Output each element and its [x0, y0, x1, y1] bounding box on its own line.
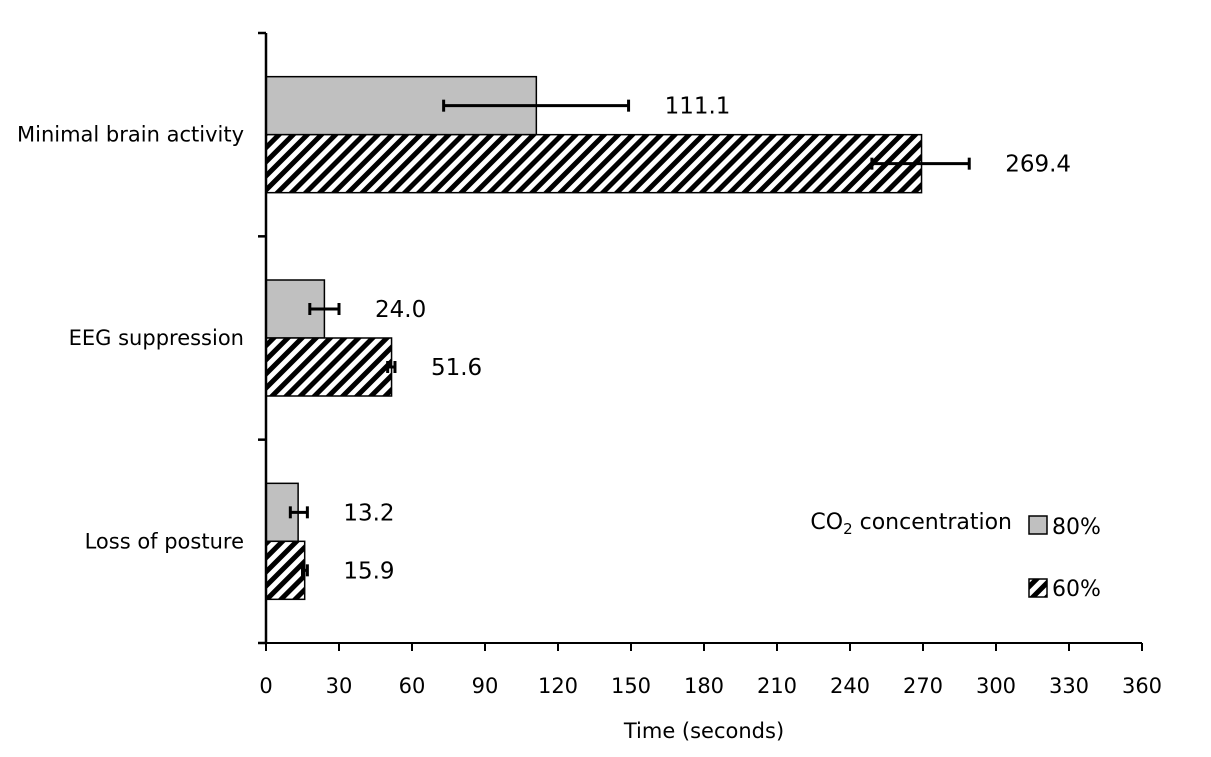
x-tick-label: 90 — [472, 674, 499, 698]
value-labels-layer: 111.1 269.4 24.0 51.6 13.2 15.9 — [343, 94, 1071, 585]
x-tick-label: 30 — [326, 674, 353, 698]
category-label: Minimal brain activity — [17, 123, 244, 147]
category-label: EEG suppression — [69, 326, 244, 350]
x-tick-label: 300 — [976, 674, 1016, 698]
legend-title-main: CO — [810, 510, 843, 535]
value-label: 111.1 — [665, 94, 731, 120]
value-label: 24.0 — [375, 297, 426, 323]
category-label: Loss of posture — [85, 529, 244, 553]
bar-60pct — [265, 540, 306, 601]
x-tick-label: 330 — [1049, 674, 1089, 698]
legend-title-subscript: 2 — [843, 520, 853, 538]
x-tick-label: 240 — [830, 674, 870, 698]
value-label: 15.9 — [343, 558, 394, 584]
x-tick-label: 270 — [903, 674, 943, 698]
bar-60pct — [265, 337, 393, 397]
x-tick-label: 0 — [259, 674, 272, 698]
value-label: 51.6 — [431, 355, 482, 381]
x-tick-label: 120 — [538, 674, 578, 698]
legend-label-60: 60% — [1052, 577, 1101, 602]
legend-title-rest: concentration — [853, 510, 1012, 535]
x-tick-label: 150 — [611, 674, 651, 698]
legend: CO2 concentration 80% 60% — [810, 510, 1101, 602]
value-label: 269.4 — [1005, 152, 1071, 178]
x-ticks-layer: 0 30 60 90 120 150 180 210 240 270 300 330 360 — [259, 643, 1162, 698]
legend-title: CO2 concentration — [810, 510, 1012, 538]
error-bars-layer — [288, 99, 971, 577]
legend-swatch-80 — [1028, 515, 1048, 535]
x-tick-label: 210 — [757, 674, 797, 698]
bar-60pct — [265, 133, 923, 194]
x-tick-label: 180 — [684, 674, 724, 698]
value-label: 13.2 — [343, 500, 394, 526]
category-labels-layer: Minimal brain activity EEG suppression Los… — [17, 123, 244, 554]
legend-swatch-60 — [1028, 578, 1048, 598]
legend-label-80: 80% — [1052, 515, 1101, 540]
x-axis-title: Time (seconds) — [623, 719, 784, 743]
x-tick-label: 60 — [399, 674, 426, 698]
y-ticks-layer — [258, 31, 266, 645]
x-tick-label: 360 — [1122, 674, 1162, 698]
